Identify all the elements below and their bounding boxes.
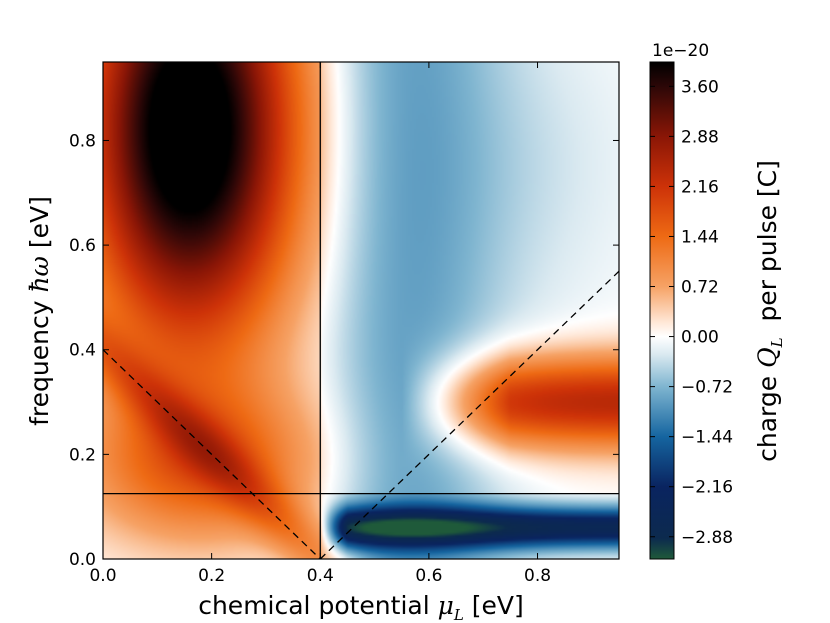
reference-lines (103, 62, 619, 559)
x-tick-label: 0.6 (415, 566, 442, 586)
y-tick-label: 0.0 (69, 550, 96, 570)
x-tick-label: 0.4 (307, 566, 334, 586)
colorbar-tick-label: −2.88 (681, 528, 733, 548)
y-axis-ticks: 0.0 0.2 0.4 0.6 0.8 (69, 131, 619, 570)
reference-line-2 (103, 349, 321, 559)
colorbar-frame (649, 61, 675, 560)
reference-line-3 (319, 270, 619, 559)
colorbar-strip (650, 62, 674, 559)
colorbar-tick-label: −1.44 (681, 428, 733, 448)
colorbar-tick-label: 0.72 (681, 278, 719, 298)
colorbar-tick-label: 2.16 (681, 177, 719, 197)
colorbar-tick-label: −2.16 (681, 478, 733, 498)
heatmap-plot (102, 61, 620, 560)
x-axis-ticks: 0.0 0.2 0.4 0.6 0.8 (89, 62, 551, 586)
x-tick-label: 0.8 (524, 566, 551, 586)
colorbar-offset-label: 1e−20 (652, 41, 709, 61)
plot-frame (102, 61, 620, 560)
colorbar-label: charge QL per pulse [C] (753, 160, 786, 462)
x-tick-label: 0.0 (89, 566, 116, 586)
colorbar-tick-label: 1.44 (681, 227, 719, 247)
heatmap-image (103, 62, 619, 559)
colorbar-tick-label: 2.88 (681, 127, 719, 147)
colorbar-tick-label: 3.60 (681, 77, 719, 97)
y-tick-label: 0.8 (69, 131, 96, 151)
y-tick-label: 0.4 (69, 341, 96, 361)
y-tick-label: 0.2 (69, 445, 96, 465)
colorbar: 3.60 2.88 2.16 1.44 0.72 0.00 −0.72 −1.44 −2.16 −… (649, 41, 786, 560)
colorbar-tick-label: −0.72 (681, 378, 733, 398)
y-axis-label: frequency ħω [eV] (25, 196, 54, 426)
colorbar-ticks: 3.60 2.88 2.16 1.44 0.72 0.00 −0.72 −1.44 −2.16 −… (650, 77, 733, 548)
x-axis-label: chemical potential μL [eV] (198, 591, 524, 623)
y-tick-label: 0.6 (69, 236, 96, 256)
colorbar-tick-label: 0.00 (681, 328, 719, 348)
x-tick-label: 0.2 (198, 566, 225, 586)
